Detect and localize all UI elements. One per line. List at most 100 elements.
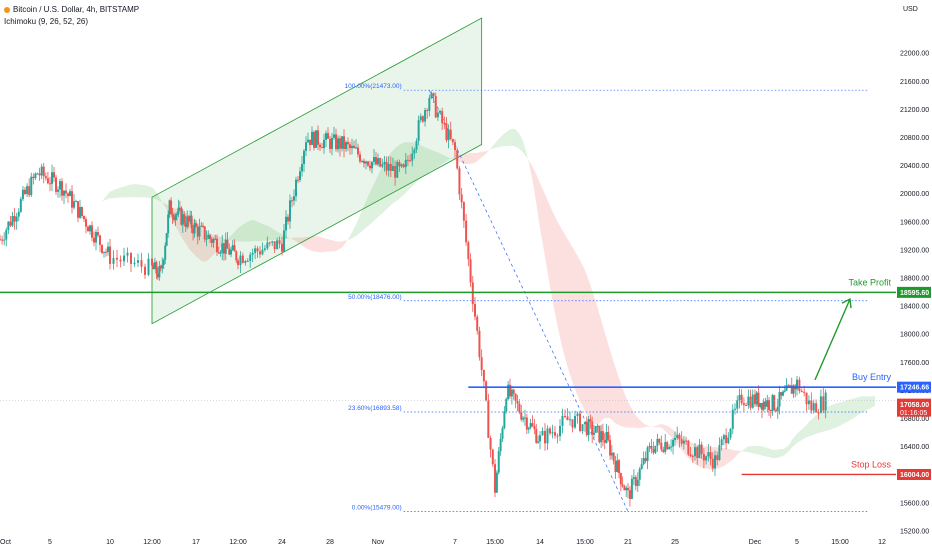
cloud-segment	[380, 166, 383, 216]
candle-body	[355, 147, 357, 149]
candle-body	[458, 168, 461, 195]
candle	[518, 399, 521, 415]
cloud-segment	[294, 237, 296, 242]
candle	[210, 236, 213, 248]
cloud-segment	[820, 409, 824, 433]
candle-body	[77, 201, 79, 218]
cloud-segment	[601, 319, 603, 422]
cloud-segment	[90, 206, 92, 209]
candle-body	[574, 415, 576, 428]
cloud-segment	[336, 241, 338, 251]
cloud-segment	[222, 237, 224, 245]
cloud-segment	[847, 399, 849, 422]
candle-body	[642, 458, 645, 465]
candle-body	[725, 435, 728, 444]
candle-body	[487, 400, 490, 438]
candle-body	[670, 446, 673, 448]
candle-body	[137, 260, 139, 263]
candle-body	[672, 439, 675, 447]
candle-body	[89, 225, 91, 232]
candle-body	[449, 129, 452, 139]
cloud-segment	[157, 194, 160, 201]
cloud-segment	[481, 151, 484, 158]
symbol-title[interactable]: Bitcoin / U.S. Dollar, 4h, BITSTAMP	[4, 4, 139, 16]
candle	[164, 242, 167, 265]
candle-body	[363, 160, 365, 164]
cloud-segment	[138, 184, 142, 198]
candle	[491, 448, 494, 467]
candle-body	[67, 193, 69, 197]
cloud-segment	[613, 362, 616, 424]
candle	[454, 139, 456, 158]
candle	[541, 427, 544, 436]
candle-body	[9, 221, 12, 226]
candle	[385, 156, 388, 176]
indicator-label[interactable]: Ichimoku (9, 26, 52, 26)	[4, 17, 89, 26]
candle	[783, 385, 786, 393]
candle-body	[112, 257, 115, 264]
candle	[727, 432, 730, 445]
cloud-segment	[825, 406, 829, 431]
candle-body	[769, 410, 772, 412]
candle	[40, 163, 43, 180]
cloud-segment	[572, 247, 575, 390]
cloud-segment	[312, 236, 314, 252]
cloud-segment	[597, 307, 600, 424]
candle	[549, 426, 551, 436]
candle-body	[745, 404, 748, 406]
candle-body	[406, 159, 409, 161]
candle	[381, 158, 384, 169]
candle-body	[281, 243, 283, 252]
candle	[89, 224, 91, 235]
candle-body	[456, 150, 459, 169]
cloud-segment	[376, 175, 378, 220]
candle	[764, 397, 767, 410]
cloud-segment	[532, 166, 535, 192]
candle	[42, 162, 45, 184]
cloud-segment	[723, 448, 727, 467]
cloud-segment	[635, 415, 638, 429]
cloud-segment	[582, 265, 585, 411]
candle-body	[644, 458, 647, 462]
candle-body	[415, 140, 418, 150]
candle	[137, 253, 139, 267]
candle	[656, 433, 659, 452]
candle	[581, 424, 584, 434]
candle-body	[718, 445, 721, 461]
cloud-segment	[653, 426, 656, 428]
candle-body	[46, 178, 49, 184]
candle-body	[79, 206, 81, 218]
cloud-segment	[726, 448, 729, 465]
candle	[202, 222, 204, 229]
candle	[355, 139, 357, 150]
candle-body	[803, 391, 806, 393]
cloud-segment	[610, 350, 612, 420]
candle-body	[158, 266, 161, 278]
price-tick-label: 20400.00	[900, 163, 929, 170]
candle	[812, 399, 815, 414]
candle	[309, 139, 311, 152]
candle-body	[625, 487, 628, 491]
candle-body	[367, 161, 369, 166]
candle-body	[499, 438, 502, 452]
candle-body	[537, 441, 540, 443]
candle	[507, 381, 510, 401]
candle	[755, 390, 758, 407]
candle-body	[603, 440, 606, 443]
cloud-segment	[477, 152, 480, 162]
candle	[173, 212, 175, 223]
cloud-segment	[320, 236, 322, 253]
cloud-segment	[750, 446, 753, 454]
cloud-segment	[513, 128, 516, 147]
take-profit-tag: 18595.60	[897, 286, 931, 298]
candle	[73, 193, 75, 210]
price-tick-label: 17600.00	[900, 360, 929, 367]
candle-body	[682, 440, 685, 444]
candle	[682, 435, 685, 450]
candle	[725, 428, 728, 450]
candle-body	[161, 264, 164, 269]
candle	[331, 132, 333, 156]
cloud-segment	[760, 445, 762, 456]
candle-body	[512, 389, 515, 394]
